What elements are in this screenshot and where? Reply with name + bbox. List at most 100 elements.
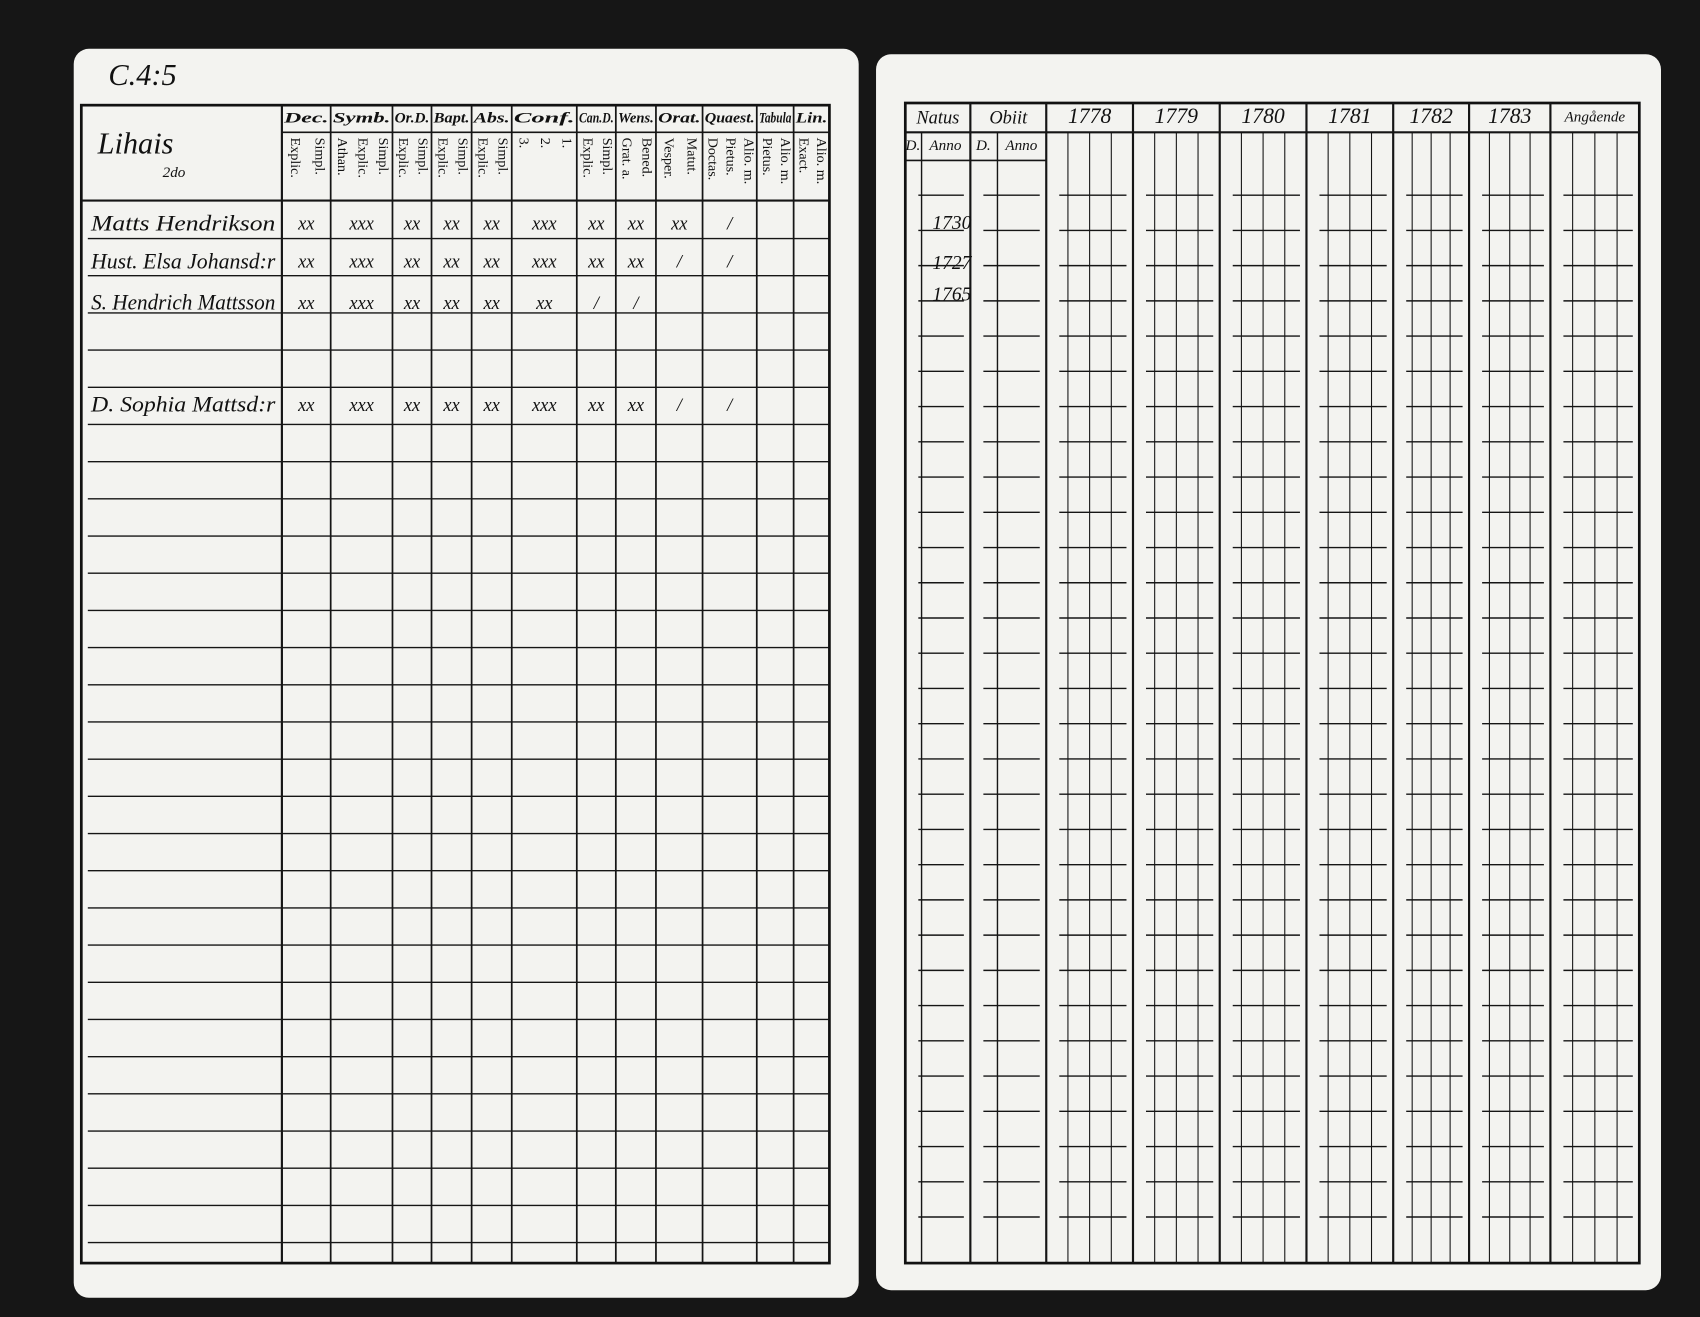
birth-year: 1727 xyxy=(932,253,972,274)
mark: xx xyxy=(483,214,501,234)
column-subheader: Simpl. xyxy=(494,138,510,175)
year-header: 1778 xyxy=(1068,104,1112,128)
mark: xx xyxy=(670,214,688,234)
column-subheader: Alio. m. xyxy=(741,138,757,185)
mark: xx xyxy=(483,252,501,272)
column-title: Symb. xyxy=(333,110,390,127)
mark: xx xyxy=(627,214,645,234)
mark: / xyxy=(676,395,684,415)
mark: xx xyxy=(442,252,460,272)
mark: xx xyxy=(297,293,315,313)
column-subheader: 3. xyxy=(515,138,531,149)
mark: xxx xyxy=(531,214,557,234)
mark: xx xyxy=(627,252,645,272)
column-subheader: Simpl. xyxy=(375,138,391,175)
column-title: Abs. xyxy=(472,110,509,127)
column-subheader: Exact. xyxy=(795,138,811,174)
header-obiit: Obiit xyxy=(989,107,1028,127)
right-page xyxy=(876,54,1661,1291)
column-title: Dec. xyxy=(282,110,328,127)
column-subheader: Explic. xyxy=(474,138,490,178)
column-title: Bapt. xyxy=(433,110,470,127)
mark: xx xyxy=(403,293,421,313)
column-subheader: Simpl. xyxy=(415,138,431,175)
year-header: 1779 xyxy=(1155,104,1199,128)
mark: xxx xyxy=(348,293,374,313)
sub-header: Anno xyxy=(1004,137,1037,154)
mark: / xyxy=(726,252,734,272)
mark: xxx xyxy=(348,395,374,415)
column-subheader: Athan. xyxy=(334,138,350,176)
column-subheader: Grat. a. xyxy=(619,138,635,180)
mark: / xyxy=(726,395,734,415)
birth-year: 1765 xyxy=(932,284,971,305)
mark: / xyxy=(676,252,684,272)
mark: xx xyxy=(442,293,460,313)
column-title: Quaest. xyxy=(705,110,755,127)
column-subheader: Explic. xyxy=(434,138,450,178)
mark: xx xyxy=(535,293,553,313)
column-subheader: Explic. xyxy=(395,138,411,178)
column-subheader: Pietus. xyxy=(722,138,738,176)
page-number: C.4:5 xyxy=(108,58,176,92)
mark: xx xyxy=(483,293,501,313)
mark: xx xyxy=(403,395,421,415)
column-title: Orat. xyxy=(658,110,700,127)
column-subheader: Simpl. xyxy=(599,138,615,175)
column-subheader: Explic. xyxy=(579,138,595,178)
mark: xx xyxy=(403,214,421,234)
mark: xx xyxy=(627,395,645,415)
name: Hust. Elsa Johansd:r xyxy=(90,249,276,273)
sub-header: Anno xyxy=(928,137,961,154)
column-title: Wens. xyxy=(618,110,654,127)
mark: xx xyxy=(297,214,315,234)
column-subheader: Matut. xyxy=(684,138,700,175)
sub-header: D. xyxy=(905,137,921,154)
mark: xx xyxy=(442,214,460,234)
column-title: Or.D. xyxy=(395,110,430,127)
column-subheader: Doctas. xyxy=(704,138,720,181)
column-subheader: Pietus. xyxy=(759,138,775,176)
mark: xx xyxy=(403,252,421,272)
column-subheader: Explic. xyxy=(287,138,303,178)
column-title: Tabula xyxy=(759,110,792,127)
mark: xx xyxy=(483,395,501,415)
mark: xxx xyxy=(531,395,557,415)
mark: xxx xyxy=(348,214,374,234)
name: Matts Hendrikson xyxy=(90,211,275,235)
mark: xx xyxy=(297,252,315,272)
column-subheader: Simpl. xyxy=(454,138,470,175)
mark: / xyxy=(632,293,640,313)
place-note: 2do xyxy=(163,164,186,181)
column-subheader: 1. xyxy=(559,138,575,149)
header-last: Angående xyxy=(1564,109,1626,126)
mark: xx xyxy=(442,395,460,415)
column-title: Can.D. xyxy=(579,110,614,127)
column-title: Conf. xyxy=(514,110,575,127)
birth-year: 1730 xyxy=(932,213,971,234)
mark: / xyxy=(726,214,734,234)
column-subheader: Alio. m. xyxy=(777,138,793,185)
column-subheader: Vesper. xyxy=(660,138,676,179)
name: D. Sophia Mattsd:r xyxy=(90,393,276,417)
header-natus: Natus xyxy=(915,107,959,127)
sub-header: D. xyxy=(975,137,991,154)
right-table xyxy=(903,101,1641,1265)
left-page xyxy=(73,48,859,1298)
mark: xxx xyxy=(348,252,374,272)
column-subheader: Bened. xyxy=(639,138,655,177)
place-name: Lihais xyxy=(97,126,174,160)
column-subheader: Alio. m. xyxy=(813,138,829,185)
name: S. Hendrich Mattsson xyxy=(91,291,275,315)
mark: xx xyxy=(587,214,605,234)
mark: xx xyxy=(587,252,605,272)
column-subheader: Simpl. xyxy=(311,138,327,175)
year-header: 1780 xyxy=(1241,104,1285,128)
year-header: 1781 xyxy=(1328,104,1371,128)
year-header: 1783 xyxy=(1488,104,1532,128)
column-title: Lin. xyxy=(795,110,828,127)
column-subheader: Explic. xyxy=(354,138,370,178)
mark: / xyxy=(593,293,601,313)
